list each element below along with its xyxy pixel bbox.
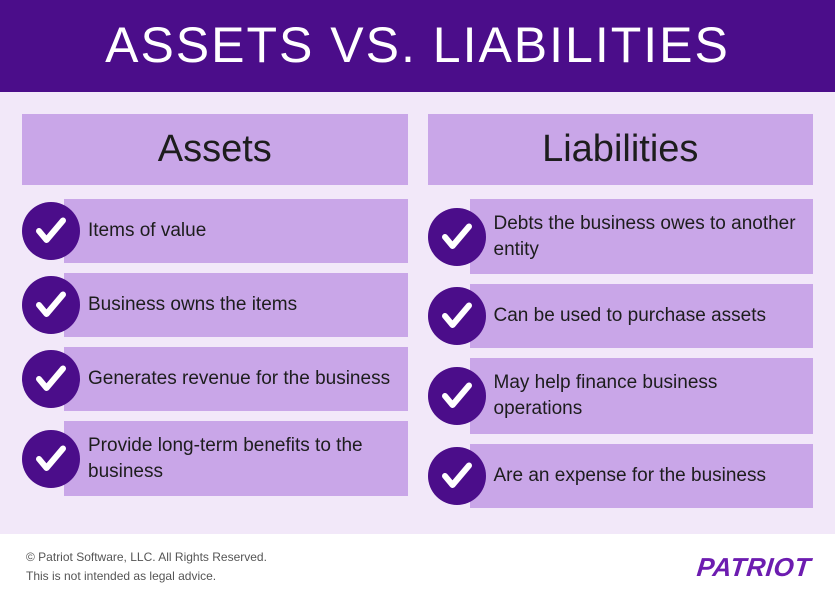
check-icon-wrap xyxy=(22,421,80,496)
check-icon-wrap xyxy=(428,444,486,508)
assets-column-header: Assets xyxy=(22,114,408,185)
check-icon xyxy=(22,202,80,260)
page-title: ASSETS VS. LIABILITIES xyxy=(0,16,835,74)
item-label: Business owns the items xyxy=(64,273,408,337)
list-item: Generates revenue for the business xyxy=(22,347,408,411)
check-icon xyxy=(22,430,80,488)
list-item: Business owns the items xyxy=(22,273,408,337)
copyright-text: © Patriot Software, LLC. All Rights Rese… xyxy=(26,548,267,567)
check-icon xyxy=(22,350,80,408)
check-icon xyxy=(428,287,486,345)
assets-column: Assets Items of value Business owns the … xyxy=(22,114,408,524)
list-item: Provide long-term benefits to the busine… xyxy=(22,421,408,496)
list-item: May help finance business operations xyxy=(428,358,814,433)
check-icon-wrap xyxy=(22,273,80,337)
list-item: Can be used to purchase assets xyxy=(428,284,814,348)
check-icon xyxy=(22,276,80,334)
item-label: Are an expense for the business xyxy=(470,444,814,508)
check-icon xyxy=(428,208,486,266)
item-label: Items of value xyxy=(64,199,408,263)
check-icon-wrap xyxy=(22,347,80,411)
check-icon-wrap xyxy=(428,199,486,274)
item-label: Generates revenue for the business xyxy=(64,347,408,411)
liabilities-column: Liabilities Debts the business owes to a… xyxy=(428,114,814,524)
list-item: Are an expense for the business xyxy=(428,444,814,508)
item-label: May help finance business operations xyxy=(470,358,814,433)
liabilities-column-header: Liabilities xyxy=(428,114,814,185)
item-label: Debts the business owes to another entit… xyxy=(470,199,814,274)
main-header: ASSETS VS. LIABILITIES xyxy=(0,0,835,92)
check-icon xyxy=(428,367,486,425)
check-icon-wrap xyxy=(428,358,486,433)
footer-legal: © Patriot Software, LLC. All Rights Rese… xyxy=(26,548,267,586)
footer: © Patriot Software, LLC. All Rights Rese… xyxy=(0,534,835,600)
item-label: Can be used to purchase assets xyxy=(470,284,814,348)
list-item: Items of value xyxy=(22,199,408,263)
content-area: Assets Items of value Business owns the … xyxy=(0,92,835,534)
patriot-logo: PATRIOT xyxy=(696,552,813,583)
item-label: Provide long-term benefits to the busine… xyxy=(64,421,408,496)
check-icon-wrap xyxy=(22,199,80,263)
check-icon-wrap xyxy=(428,284,486,348)
check-icon xyxy=(428,447,486,505)
disclaimer-text: This is not intended as legal advice. xyxy=(26,567,267,586)
list-item: Debts the business owes to another entit… xyxy=(428,199,814,274)
